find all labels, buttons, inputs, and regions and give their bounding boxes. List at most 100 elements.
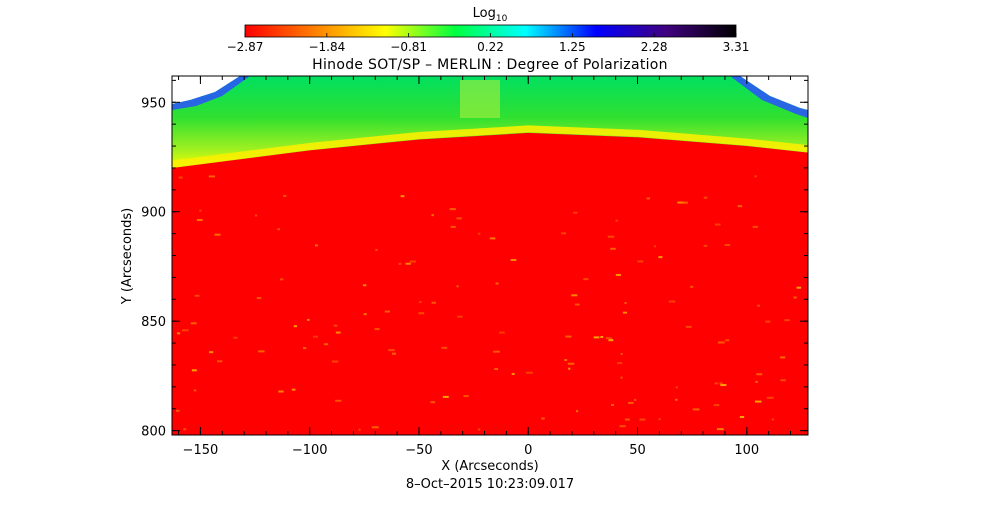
speckle — [714, 223, 721, 226]
speckle — [526, 371, 533, 374]
speckle — [335, 399, 342, 402]
speckle — [780, 379, 786, 382]
speckle — [600, 336, 604, 339]
colorbar-tick-label: 3.31 — [723, 40, 750, 54]
speckle — [477, 428, 481, 431]
speckle — [611, 403, 614, 406]
speckle — [495, 282, 499, 285]
colorbar-tick-label: 1.25 — [559, 40, 586, 54]
speckle — [183, 428, 187, 431]
speckle — [193, 389, 197, 392]
speckle — [561, 232, 567, 235]
speckle — [719, 382, 723, 385]
speckle — [190, 322, 197, 325]
speckle — [217, 360, 223, 363]
speckle — [754, 175, 758, 178]
speckle — [388, 349, 395, 352]
speckle — [541, 417, 545, 420]
speckle — [493, 350, 500, 353]
speckle — [431, 214, 434, 217]
speckle — [593, 336, 600, 339]
speckle — [568, 367, 571, 370]
speckle — [571, 294, 578, 297]
scan-artifact — [460, 80, 500, 118]
speckle — [668, 300, 676, 303]
speckle — [793, 296, 797, 299]
speckle — [371, 426, 379, 429]
speckle — [564, 359, 568, 362]
speckle — [362, 284, 367, 287]
speckle — [780, 356, 786, 359]
speckle — [478, 232, 481, 235]
y-axis-label: Y (Arcseconds) — [120, 208, 135, 305]
speckle — [450, 225, 456, 228]
speckle — [624, 418, 630, 421]
speckle — [178, 176, 183, 179]
speckle — [610, 247, 616, 250]
speckle — [358, 428, 361, 431]
speckle — [256, 297, 262, 300]
speckle — [313, 335, 318, 338]
speckle — [441, 346, 448, 349]
colorbar-label: Log10 — [473, 6, 508, 24]
speckle — [720, 384, 727, 387]
speckle — [307, 318, 310, 321]
speckle — [754, 400, 762, 403]
y-tick-label: 850 — [141, 315, 166, 330]
speckle — [419, 301, 422, 304]
speckle — [615, 273, 621, 276]
colorbar-tick-label: −2.87 — [227, 40, 264, 54]
speckle — [565, 335, 572, 338]
speckle — [194, 294, 200, 297]
speckle — [494, 368, 499, 371]
speckle — [784, 319, 790, 322]
speckle — [573, 211, 578, 214]
speckle — [725, 339, 730, 342]
speckle — [637, 260, 644, 263]
speckle — [302, 347, 307, 350]
x-tick-label: −150 — [183, 443, 219, 458]
speckle — [254, 214, 258, 217]
speckle — [278, 390, 284, 393]
speckle — [619, 425, 626, 428]
speckle — [620, 376, 623, 379]
x-axis: −150 −100 −50 0 50 100 — [178, 76, 792, 458]
speckle — [489, 237, 496, 240]
speckle — [375, 248, 378, 251]
speckle — [442, 395, 449, 398]
speckle — [620, 353, 623, 356]
speckle — [739, 416, 745, 419]
colorbar-tick-label: 0.22 — [477, 40, 504, 54]
speckle — [283, 194, 287, 197]
speckle — [646, 197, 651, 200]
speckle — [692, 408, 700, 411]
speckle — [639, 418, 646, 421]
edge-noise-left-blue — [172, 76, 250, 110]
speckle — [456, 285, 459, 288]
speckle — [624, 302, 627, 305]
edge-noise-right — [740, 76, 808, 110]
speckle — [622, 311, 628, 314]
speckle — [463, 395, 469, 398]
x-tick-label: −100 — [292, 443, 328, 458]
speckle — [449, 208, 456, 211]
speckle — [607, 235, 615, 238]
speckle — [757, 304, 760, 307]
speckle — [214, 233, 221, 236]
speckle — [331, 360, 339, 363]
speckle — [405, 262, 411, 265]
speckle — [457, 315, 463, 318]
speckle — [633, 398, 637, 401]
speckle — [755, 380, 758, 383]
speckle — [511, 373, 515, 376]
colorbar-tick-label: 2.28 — [641, 40, 668, 54]
speckle — [315, 244, 318, 247]
speckle — [418, 312, 425, 315]
x-axis-label: X (Arcseconds) — [441, 459, 538, 474]
speckle — [209, 351, 214, 354]
speckle — [384, 310, 390, 313]
speckle — [766, 396, 774, 399]
speckle — [398, 262, 402, 265]
x-tick-label: 0 — [524, 443, 532, 458]
